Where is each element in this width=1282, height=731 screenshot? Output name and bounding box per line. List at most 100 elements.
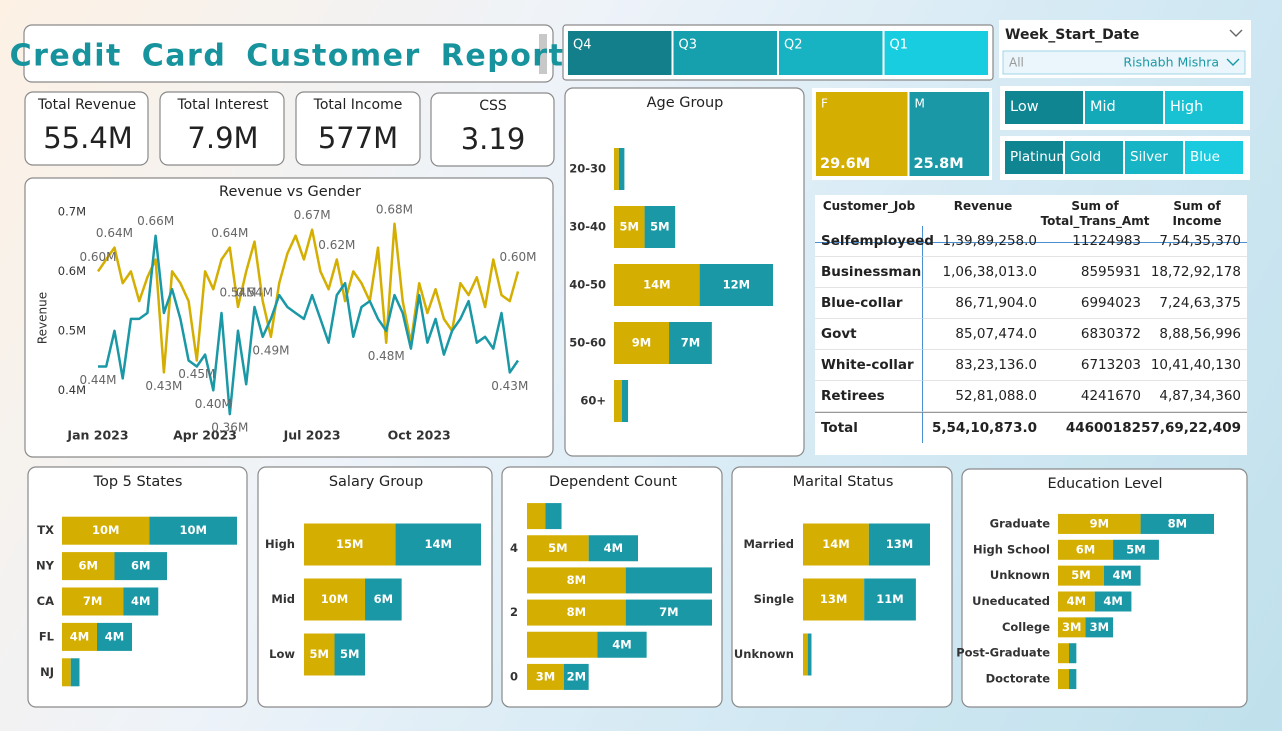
data-label: 5M bbox=[548, 541, 567, 555]
category-label: 20-30 bbox=[569, 162, 606, 176]
category-label: TX bbox=[37, 523, 54, 537]
data-label: 4M bbox=[604, 541, 623, 555]
bar-segment bbox=[1140, 513, 1214, 534]
slicer-option-label: Q3 bbox=[679, 38, 698, 53]
data-label: 8M bbox=[567, 573, 586, 587]
category-label: Doctorate bbox=[986, 672, 1051, 686]
kpi-card bbox=[295, 91, 421, 166]
slicer-option[interactable] bbox=[673, 31, 778, 75]
table-cell: 6830372 bbox=[1043, 319, 1147, 350]
data-label: 4M bbox=[612, 637, 631, 651]
table-cell: Blue-collar bbox=[815, 288, 923, 319]
data-label: 0.48M bbox=[368, 349, 405, 363]
table-cell: Businessman bbox=[815, 257, 923, 288]
slicer-option-label: High bbox=[1170, 99, 1203, 115]
bar-segment bbox=[114, 552, 167, 581]
data-label: 3M bbox=[536, 669, 555, 683]
bar-segment bbox=[807, 633, 812, 676]
scrollbar bbox=[539, 34, 547, 74]
kpi-label: Total Income bbox=[313, 97, 403, 113]
data-label: 4M bbox=[1103, 594, 1122, 608]
table-cell: 6994023 bbox=[1043, 288, 1147, 319]
bar-segment bbox=[1113, 539, 1159, 560]
slicer-option[interactable] bbox=[1085, 91, 1163, 124]
chart-panel bbox=[27, 466, 248, 708]
data-label: 0.60M bbox=[79, 250, 116, 264]
bar-segment bbox=[1058, 591, 1095, 612]
category-label: Unknown bbox=[734, 647, 794, 661]
table-cell: 86,71,904.0 bbox=[923, 288, 1043, 319]
kpi-card bbox=[24, 91, 149, 166]
table-cell: 7,54,35,370 bbox=[1147, 226, 1247, 257]
treemap-tile bbox=[909, 92, 989, 176]
slicer-option[interactable] bbox=[1125, 141, 1183, 174]
total-cell: 57,69,22,409 bbox=[1141, 412, 1247, 443]
data-label: 0.67M bbox=[294, 208, 331, 222]
slicer-option[interactable] bbox=[1065, 141, 1123, 174]
slicer-dropdown[interactable] bbox=[1002, 50, 1246, 75]
slicer-option-label: Silver bbox=[1130, 149, 1168, 165]
bar-segment bbox=[625, 567, 712, 594]
line-series bbox=[96, 222, 520, 374]
category-label: Mid bbox=[271, 592, 295, 606]
data-label: 8M bbox=[567, 605, 586, 619]
title-panel bbox=[23, 24, 554, 83]
tile-value: 29.6M bbox=[820, 156, 870, 172]
y-tick-label: 0.7M bbox=[58, 204, 86, 218]
slicer-option[interactable] bbox=[884, 31, 989, 75]
table-cell: 83,23,136.0 bbox=[923, 350, 1043, 381]
table-cell: 8595931 bbox=[1043, 257, 1147, 288]
data-label: 0.54M bbox=[219, 286, 256, 300]
table-cell: 7,24,63,375 bbox=[1147, 288, 1247, 319]
category-label: Married bbox=[743, 537, 794, 551]
total-cell: Total bbox=[815, 412, 923, 443]
bar-segment bbox=[527, 599, 626, 626]
y-tick-label: 0.4M bbox=[58, 383, 86, 397]
slicer-option-label: Gold bbox=[1070, 149, 1101, 165]
data-label: 5M bbox=[620, 220, 639, 234]
kpi-card bbox=[430, 92, 555, 167]
treemap-tile bbox=[816, 92, 908, 176]
table-cell: Selfemployeed bbox=[815, 226, 934, 257]
bar-segment bbox=[614, 206, 645, 248]
data-label: 6M bbox=[374, 592, 393, 606]
data-label: 4M bbox=[105, 629, 124, 643]
bar-segment bbox=[669, 322, 712, 364]
kpi-label: CSS bbox=[479, 98, 507, 114]
slicer-option[interactable] bbox=[1005, 91, 1083, 124]
bar-segment bbox=[614, 380, 622, 422]
tile-label: M bbox=[915, 97, 925, 111]
bar-segment bbox=[803, 633, 808, 676]
tile-label: F bbox=[821, 97, 828, 111]
slicer-option[interactable] bbox=[1165, 91, 1243, 124]
bar-segment bbox=[62, 658, 71, 687]
category-label: High bbox=[265, 537, 295, 551]
data-label: 13M bbox=[820, 592, 847, 606]
data-label: 2M bbox=[567, 669, 586, 683]
category-label: 0 bbox=[510, 669, 518, 683]
table-cell: 8,88,56,996 bbox=[1147, 319, 1247, 350]
data-label: 0.64M bbox=[96, 226, 133, 240]
column-header: Customer_Job bbox=[815, 195, 923, 243]
bar-segment bbox=[1069, 643, 1077, 664]
data-label: 5M bbox=[650, 220, 669, 234]
column-header: Sum of Total_Trans_Amt bbox=[1041, 195, 1149, 243]
slicer-option[interactable] bbox=[1005, 141, 1063, 174]
data-label: 0.62M bbox=[318, 238, 355, 252]
table-cell: Retirees bbox=[815, 381, 923, 412]
table-cell: 4,87,34,360 bbox=[1147, 381, 1247, 412]
bar-segment bbox=[527, 663, 564, 690]
kpi-label: Total Revenue bbox=[37, 97, 136, 113]
slicer-option[interactable] bbox=[779, 31, 883, 75]
slicer-option[interactable] bbox=[1185, 141, 1243, 174]
table-cell: 18,72,92,178 bbox=[1147, 257, 1247, 288]
slicer-option[interactable] bbox=[568, 31, 672, 75]
bar-segment bbox=[625, 599, 712, 626]
table-cell: White-collar bbox=[815, 350, 923, 381]
bar-segment bbox=[365, 578, 402, 621]
table-cell: 85,07,474.0 bbox=[923, 319, 1043, 350]
bar-segment bbox=[1085, 617, 1114, 638]
category-label: 40-50 bbox=[569, 278, 606, 292]
category-label: Uneducated bbox=[972, 594, 1050, 608]
data-label: 0.66M bbox=[137, 214, 174, 228]
